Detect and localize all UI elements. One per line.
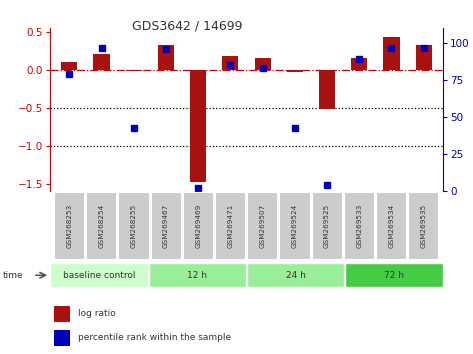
Text: time: time (2, 271, 23, 280)
Text: GSM269524: GSM269524 (292, 204, 298, 248)
Bar (280, 192, 310, 259)
Bar (94, 54, 110, 70)
Bar (247, 192, 278, 259)
Text: GSM269534: GSM269534 (388, 204, 394, 248)
Bar (149, 263, 246, 287)
Bar (254, 58, 271, 70)
Bar (126, 70, 142, 71)
Text: 72 h: 72 h (384, 271, 404, 280)
Text: GDS3642 / 14699: GDS3642 / 14699 (132, 19, 243, 33)
Bar (344, 192, 374, 259)
Bar (118, 192, 149, 259)
Bar (345, 263, 443, 287)
Bar (54, 192, 84, 259)
Bar (215, 192, 245, 259)
Bar (384, 37, 400, 70)
Text: GSM269525: GSM269525 (324, 204, 330, 248)
Text: 12 h: 12 h (187, 271, 207, 280)
Bar (158, 45, 174, 70)
Text: GSM269471: GSM269471 (228, 204, 233, 248)
Text: GSM268254: GSM268254 (98, 204, 105, 248)
Bar (319, 70, 335, 109)
Text: GSM269507: GSM269507 (260, 204, 266, 248)
Bar (54, 306, 70, 322)
Bar (86, 192, 116, 259)
Text: GSM269535: GSM269535 (420, 204, 427, 248)
Bar (376, 192, 406, 259)
Text: 24 h: 24 h (286, 271, 306, 280)
Text: baseline control: baseline control (63, 271, 135, 280)
Bar (50, 263, 148, 287)
Text: percentile rank within the sample: percentile rank within the sample (78, 333, 231, 342)
Bar (61, 62, 78, 70)
Text: GSM269533: GSM269533 (356, 204, 362, 248)
Text: GSM269469: GSM269469 (195, 204, 201, 248)
Bar (408, 192, 438, 259)
Bar (190, 70, 206, 182)
Text: GSM268255: GSM268255 (131, 204, 137, 248)
Bar (54, 330, 70, 346)
Bar (247, 263, 344, 287)
Text: GSM268253: GSM268253 (66, 204, 72, 248)
Bar (222, 56, 238, 70)
Bar (312, 192, 342, 259)
Bar (351, 58, 368, 70)
Text: GSM269467: GSM269467 (163, 204, 169, 248)
Text: log ratio: log ratio (78, 309, 115, 318)
Bar (287, 70, 303, 72)
Bar (150, 192, 181, 259)
Bar (416, 45, 432, 70)
Bar (183, 192, 213, 259)
